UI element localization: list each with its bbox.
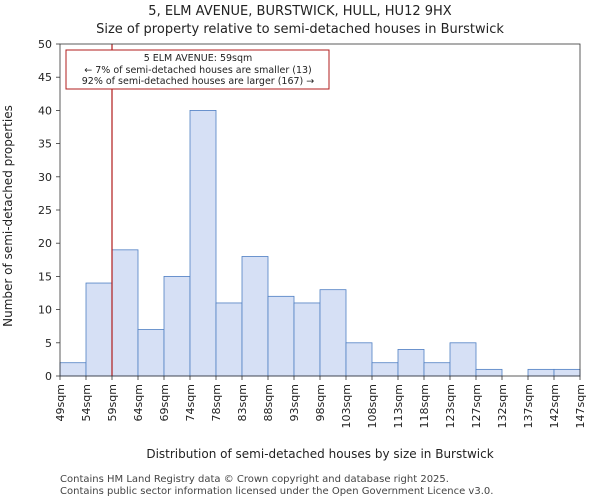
- x-tick-label: 59sqm: [106, 384, 119, 421]
- bar-16: [475, 368, 503, 377]
- x-tick-label: 137sqm: [522, 384, 535, 428]
- bar-14: [423, 362, 451, 377]
- footer-line-2: Contains public sector information licen…: [60, 486, 493, 497]
- y-axis: 0 5 10 15 20 25 30 35 40 45 50: [38, 38, 60, 383]
- y-tick-label: 45: [38, 71, 52, 84]
- x-tick-label: 103sqm: [340, 384, 353, 428]
- annotation-frame: [65, 49, 330, 90]
- x-tick-label: 118sqm: [418, 384, 431, 428]
- bar-15: [449, 342, 477, 377]
- footer-line-1: Contains HM Land Registry data © Crown c…: [60, 474, 449, 485]
- x-tick-label: 74sqm: [184, 384, 197, 421]
- bar-0: [59, 362, 87, 377]
- bar-1: [85, 282, 113, 377]
- bars-group: [59, 110, 581, 377]
- y-tick-label: 20: [38, 237, 52, 250]
- y-tick-label: 5: [45, 337, 52, 350]
- bar-12: [371, 362, 399, 377]
- y-tick-label: 30: [38, 171, 52, 184]
- x-tick-label: 142sqm: [548, 384, 561, 428]
- x-tick-label: 147sqm: [574, 384, 587, 428]
- y-tick-label: 10: [38, 304, 52, 317]
- bar-9: [293, 302, 321, 377]
- y-tick-label: 15: [38, 270, 52, 283]
- annotation-line-3: 92% of semi-detached houses are larger (…: [82, 76, 315, 87]
- x-tick-label: 127sqm: [470, 384, 483, 428]
- bar-3: [137, 329, 165, 377]
- annotation-line-1: 5 ELM AVENUE: 59sqm: [144, 53, 253, 64]
- bar-19: [553, 368, 581, 377]
- x-tick-label: 123sqm: [444, 384, 457, 428]
- chart-title-line-1: 5, ELM AVENUE, BURSTWICK, HULL, HU12 9HX: [148, 4, 451, 19]
- x-axis-title: Distribution of semi-detached houses by …: [146, 447, 493, 461]
- bar-10: [319, 289, 347, 377]
- x-tick-label: 54sqm: [80, 384, 93, 421]
- x-tick-label: 108sqm: [366, 384, 379, 428]
- annotation-box: 5 ELM AVENUE: 59sqm ← 7% of semi-detache…: [65, 49, 330, 90]
- bar-13: [397, 349, 425, 377]
- x-tick-label: 49sqm: [54, 384, 67, 421]
- y-tick-label: 25: [38, 204, 52, 217]
- bar-8: [267, 295, 295, 377]
- y-axis-title: Number of semi-detached properties: [1, 105, 15, 327]
- x-tick-label: 69sqm: [158, 384, 171, 421]
- x-tick-label: 83sqm: [236, 384, 249, 421]
- bar-5: [189, 110, 217, 377]
- annotation-line-2: ← 7% of semi-detached houses are smaller…: [84, 65, 312, 76]
- chart-title-line-2: Size of property relative to semi-detach…: [96, 22, 504, 37]
- y-tick-label: 0: [45, 370, 52, 383]
- bar-4: [163, 275, 191, 377]
- bar-18: [527, 368, 555, 377]
- x-tick-label: 113sqm: [392, 384, 405, 428]
- x-tick-label: 98sqm: [314, 384, 327, 421]
- x-tick-label: 88sqm: [262, 384, 275, 421]
- bar-7: [241, 256, 269, 377]
- x-tick-label: 78sqm: [210, 384, 223, 421]
- y-tick-label: 35: [38, 138, 52, 151]
- x-tick-label: 93sqm: [288, 384, 301, 421]
- x-tick-label: 132sqm: [496, 384, 509, 428]
- bar-2: [111, 249, 139, 377]
- y-tick-label: 50: [38, 38, 52, 51]
- x-tick-label: 64sqm: [132, 384, 145, 421]
- x-axis: 49sqm 54sqm 59sqm 64sqm 69sqm 74sqm 78sqm 83sqm…: [54, 376, 587, 428]
- bar-11: [345, 342, 373, 377]
- y-tick-label: 40: [38, 104, 52, 117]
- bar-6: [215, 302, 243, 377]
